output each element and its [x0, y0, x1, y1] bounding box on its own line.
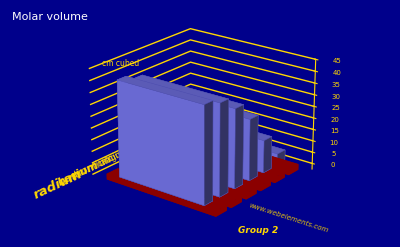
Text: Molar volume: Molar volume	[12, 12, 88, 22]
Text: www.webelements.com: www.webelements.com	[248, 202, 329, 233]
